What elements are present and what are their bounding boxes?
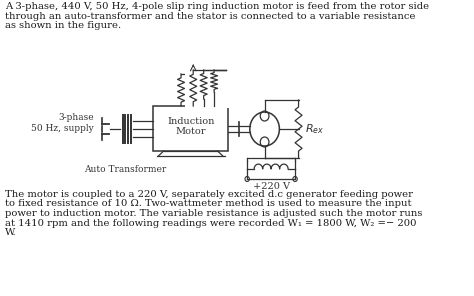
Circle shape (293, 176, 297, 181)
Text: $R_{ex}$: $R_{ex}$ (305, 122, 324, 136)
Circle shape (245, 176, 249, 181)
Bar (184, 58, 237, 108)
Text: through an auto-transformer and the stator is connected to a variable resistance: through an auto-transformer and the stat… (5, 12, 416, 20)
Text: Auto Transformer: Auto Transformer (84, 165, 166, 174)
Text: power to induction motor. The variable resistance is adjusted such the motor run: power to induction motor. The variable r… (5, 209, 423, 218)
Text: at 1410 rpm and the following readings were recorded W₁ = 1800 W, W₂ =− 200: at 1410 rpm and the following readings w… (5, 218, 417, 228)
Text: 3-phase
50 Hz, supply: 3-phase 50 Hz, supply (31, 113, 94, 133)
Text: Induction
Motor: Induction Motor (167, 117, 214, 136)
Text: as shown in the figure.: as shown in the figure. (5, 21, 121, 30)
Text: W.: W. (5, 228, 17, 237)
Text: The motor is coupled to a 220 V, separately excited d.c generator feeding power: The motor is coupled to a 220 V, separat… (5, 190, 413, 199)
Text: A 3-phase, 440 V, 50 Hz, 4-pole slip ring induction motor is feed from the rotor: A 3-phase, 440 V, 50 Hz, 4-pole slip rin… (5, 2, 429, 11)
Text: to fixed resistance of 10 Ω. Two-wattmeter method is used to measure the input: to fixed resistance of 10 Ω. Two-wattmet… (5, 200, 412, 208)
Bar (153, 106, 228, 151)
Text: +220 V: +220 V (253, 182, 290, 191)
